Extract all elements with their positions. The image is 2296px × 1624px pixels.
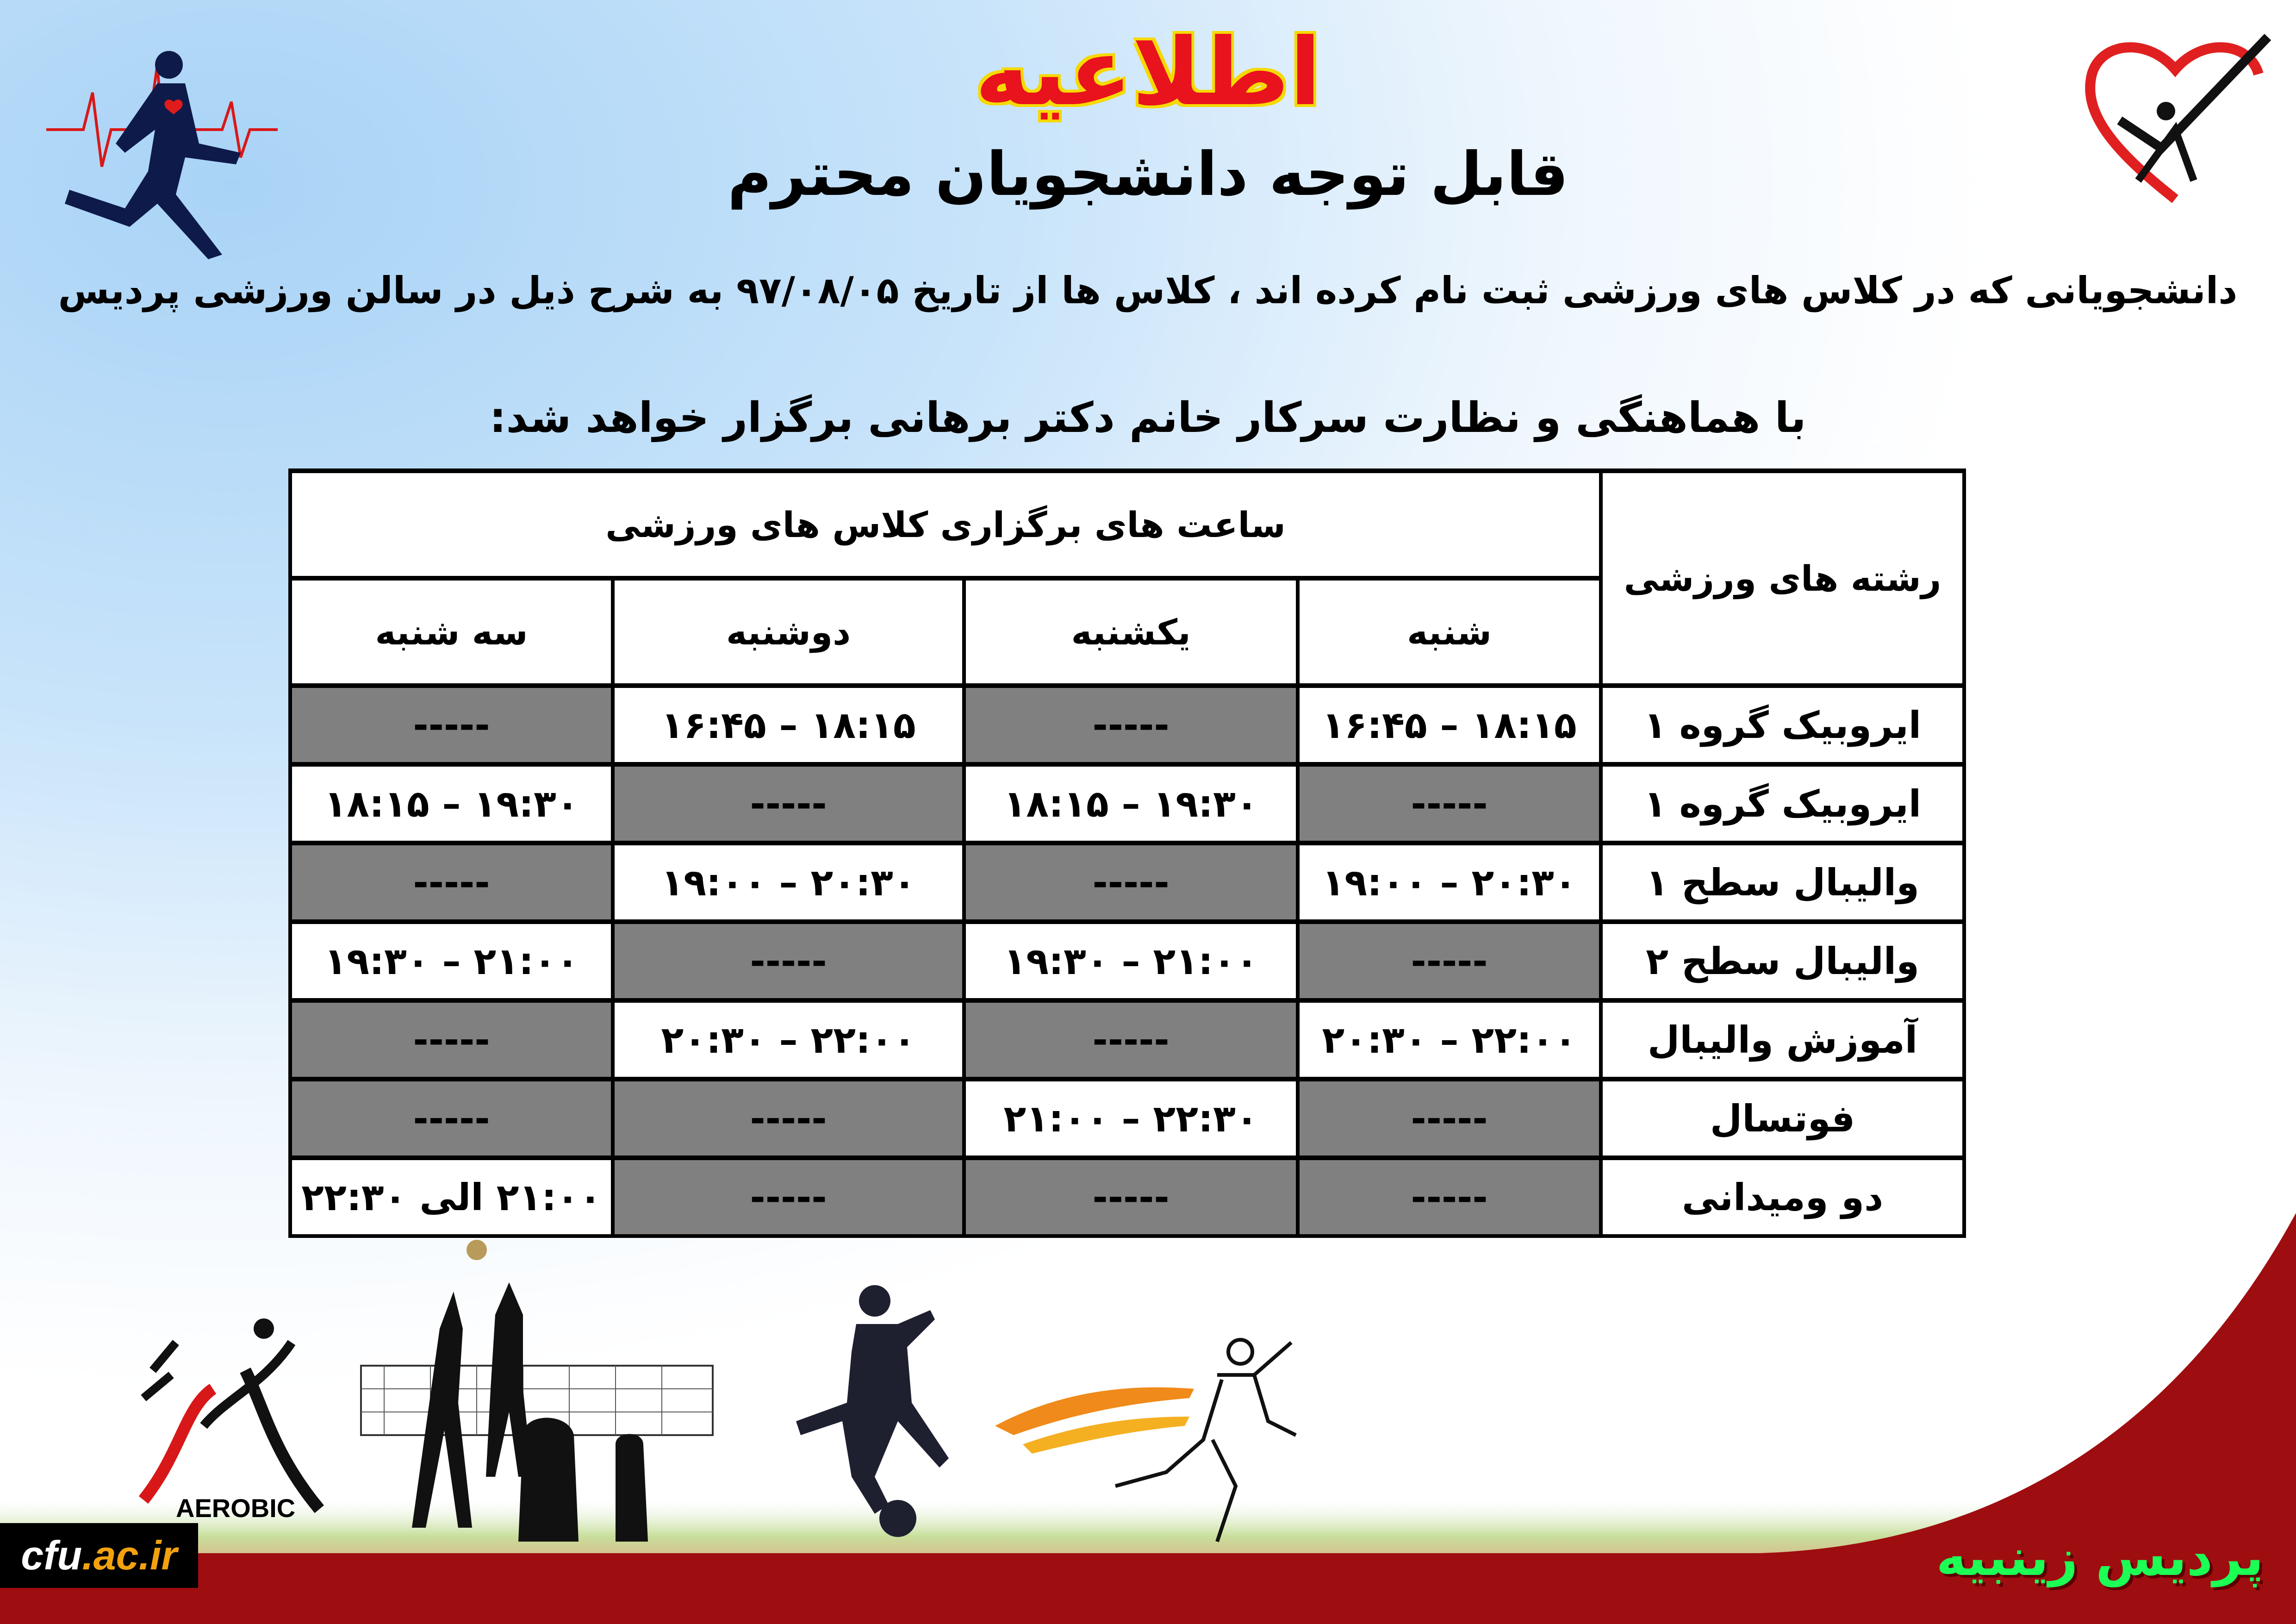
day-header: یکشنبه: [962, 576, 1300, 687]
time-slot-text: -----: [413, 1097, 490, 1140]
table-row: والیبال سطح ۱ ۱۹:۰۰ – ۲۰:۳۰ ----- ۱۹:۰۰ – ۲…: [288, 841, 1966, 924]
sport-name: ایروبیک گروه ۱: [1599, 683, 1966, 766]
page-subtitle: قابل توجه دانشجویان محترم: [728, 139, 1568, 209]
empty-slot-cell: -----: [611, 762, 966, 845]
aerobic-label: AEROBIC: [176, 1493, 296, 1523]
time-slot-text: -----: [750, 1175, 827, 1219]
site-name: cfu: [21, 1532, 82, 1578]
time-slot-text: ۲۱:۰۰ – ۲۲:۳۰: [1003, 1097, 1258, 1140]
sprinter-icon: [995, 1338, 1297, 1543]
volleyball-players-icon: [360, 1240, 714, 1542]
time-slot-text: -----: [1092, 1175, 1170, 1219]
sport-name: والیبال سطح ۱: [1599, 841, 1966, 924]
empty-slot-cell: -----: [288, 1077, 613, 1160]
time-slot-text: -----: [1411, 939, 1488, 983]
empty-slot-cell: -----: [611, 1077, 966, 1160]
hours-header: ساعت های برگزاری کلاس های ورزشی: [288, 468, 1601, 580]
time-slot-text: -----: [413, 861, 490, 904]
time-slot-text: -----: [1092, 703, 1170, 747]
empty-slot-cell: -----: [1296, 919, 1603, 1002]
empty-slot-cell: -----: [962, 998, 1300, 1081]
time-slot-text: -----: [413, 703, 490, 747]
empty-slot-cell: -----: [288, 998, 613, 1081]
empty-slot-cell: -----: [288, 841, 613, 924]
time-slot-text: ۱۹:۰۰ – ۲۰:۳۰: [661, 861, 916, 904]
time-slot-cell: ۱۶:۴۵ – ۱۸:۱۵: [611, 683, 966, 766]
time-slot-text: ۲۱:۰۰ الی ۲۲:۳۰: [301, 1175, 602, 1219]
time-slot-text: -----: [1092, 861, 1170, 904]
empty-slot-cell: -----: [611, 1156, 966, 1238]
time-slot-text: -----: [1092, 1018, 1170, 1062]
time-slot-text: -----: [1411, 782, 1488, 825]
site-logo: cfu.ac.ir: [0, 1523, 198, 1588]
empty-slot-cell: -----: [962, 683, 1300, 766]
time-slot-text: ۱۶:۴۵ – ۱۸:۱۵: [1322, 703, 1577, 747]
notice-line-1: دانشجویانی که در کلاس های ورزشی ثبت نام …: [58, 269, 2238, 312]
time-slot-cell: ۱۹:۰۰ – ۲۰:۳۰: [611, 841, 966, 924]
empty-slot-cell: -----: [962, 1156, 1300, 1238]
time-slot-text: ۱۸:۱۵ – ۱۹:۳۰: [324, 782, 579, 825]
day-header: دوشنبه: [611, 576, 966, 687]
time-slot-text: ۱۸:۱۵ – ۱۹:۳۰: [1003, 782, 1258, 825]
table-row: فوتسال ----- ۲۱:۰۰ – ۲۲:۳۰ ----- -----: [288, 1077, 1966, 1160]
sport-name: فوتسال: [1599, 1077, 1966, 1160]
time-slot-text: ۱۹:۳۰ – ۲۱:۰۰: [324, 939, 579, 983]
heartbeat-runner-icon: [46, 51, 278, 259]
time-slot-cell: ۲۰:۳۰ – ۲۲:۰۰: [1296, 998, 1603, 1081]
time-slot-cell: ۱۶:۴۵ – ۱۸:۱۵: [1296, 683, 1603, 766]
empty-slot-cell: -----: [962, 841, 1300, 924]
empty-slot-cell: -----: [1296, 1156, 1603, 1238]
aerobic-figure-icon: [138, 1318, 324, 1513]
time-slot-text: -----: [413, 1018, 490, 1062]
empty-slot-cell: -----: [288, 683, 613, 766]
time-slot-cell: ۱۹:۰۰ – ۲۰:۳۰: [1296, 841, 1603, 924]
sport-name: آموزش والیبال: [1599, 998, 1966, 1081]
empty-slot-cell: -----: [611, 919, 966, 1002]
time-slot-text: -----: [750, 1097, 827, 1140]
notice-line-2: با هماهنگی و نظارت سرکار خانم دکتر برهان…: [489, 394, 1806, 442]
day-header: شنبه: [1296, 576, 1603, 687]
time-slot-text: -----: [750, 939, 827, 983]
campus-name: پردیس زینبیه: [1936, 1528, 2264, 1587]
time-slot-text: ۲۰:۳۰ – ۲۲:۰۰: [1322, 1018, 1577, 1062]
table-row: آموزش والیبال ۲۰:۳۰ – ۲۲:۰۰ ----- ۲۰:۳۰ – ۲…: [288, 998, 1966, 1081]
sport-column-header: رشته های ورزشی: [1599, 468, 1966, 687]
time-slot-text: -----: [1411, 1097, 1488, 1140]
sport-name: والیبال سطح ۲: [1599, 919, 1966, 1002]
time-slot-cell: ۱۹:۳۰ – ۲۱:۰۰: [288, 919, 613, 1002]
day-header: سه شنبه: [288, 576, 613, 687]
time-slot-cell: ۱۸:۱۵ – ۱۹:۳۰: [288, 762, 613, 845]
sport-name: ایروبیک گروه ۱: [1599, 762, 1966, 845]
site-domain: .ac.ir: [82, 1532, 177, 1578]
schedule-table: رشته های ورزشی ساعت های برگزاری کلاس های…: [288, 468, 1966, 1238]
table-row: ایروبیک گروه ۱ ----- ۱۸:۱۵ – ۱۹:۳۰ ----- ۱۸:…: [288, 762, 1966, 845]
time-slot-cell: ۱۹:۳۰ – ۲۱:۰۰: [962, 919, 1300, 1002]
table-row: ایروبیک گروه ۱ ۱۶:۴۵ – ۱۸:۱۵ ----- ۱۶:۴۵ – …: [288, 683, 1966, 766]
time-slot-text: -----: [750, 782, 827, 825]
time-slot-cell: ۱۸:۱۵ – ۱۹:۳۰: [962, 762, 1300, 845]
table-row: دو ومیدانی ----- ----- ----- ۲۱:۰۰ الی ۲۲:۳۰: [288, 1156, 1966, 1238]
time-slot-text: ۱۹:۰۰ – ۲۰:۳۰: [1322, 861, 1577, 904]
time-slot-text: ۲۰:۳۰ – ۲۲:۰۰: [661, 1018, 916, 1062]
page-title: اطلاعیه: [975, 19, 1321, 126]
time-slot-cell: ۲۱:۰۰ الی ۲۲:۳۰: [288, 1156, 613, 1238]
time-slot-cell: ۲۱:۰۰ – ۲۲:۳۰: [962, 1077, 1300, 1160]
time-slot-text: ۱۹:۳۰ – ۲۱:۰۰: [1003, 939, 1258, 983]
time-slot-cell: ۲۰:۳۰ – ۲۲:۰۰: [611, 998, 966, 1081]
time-slot-text: -----: [1411, 1175, 1488, 1219]
time-slot-text: ۱۶:۴۵ – ۱۸:۱۵: [661, 703, 916, 747]
empty-slot-cell: -----: [1296, 762, 1603, 845]
heart-check-logo-icon: [2085, 34, 2271, 203]
soccer-player-icon: [796, 1285, 949, 1537]
empty-slot-cell: -----: [1296, 1077, 1603, 1160]
table-row: والیبال سطح ۲ ----- ۱۹:۳۰ – ۲۱:۰۰ ----- ۱۹:۳…: [288, 919, 1966, 1002]
sport-name: دو ومیدانی: [1599, 1156, 1966, 1238]
